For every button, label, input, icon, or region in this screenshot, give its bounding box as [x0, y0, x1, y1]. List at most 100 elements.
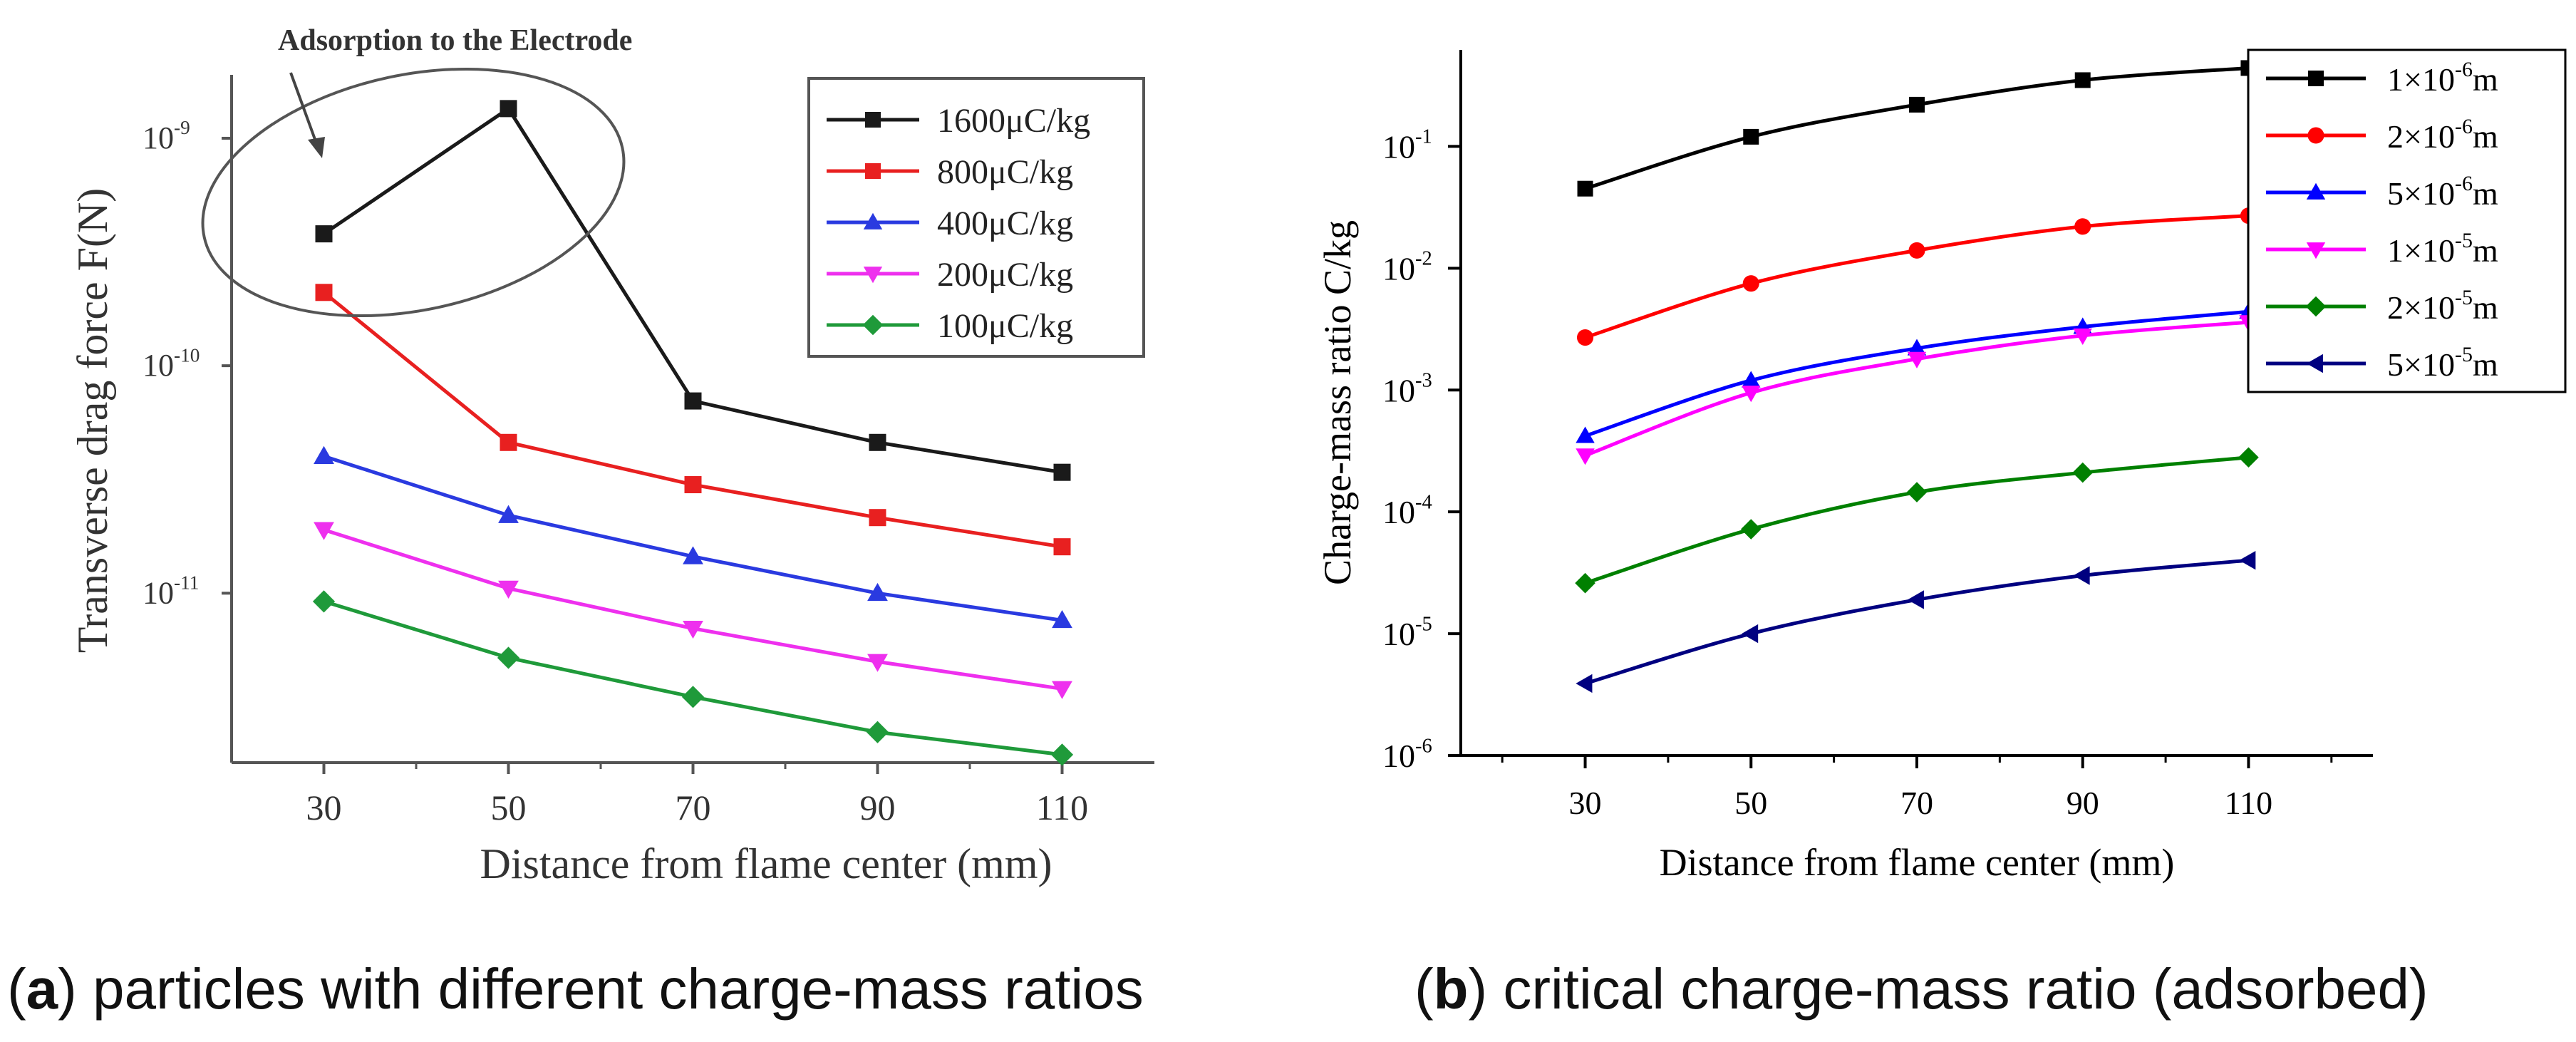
chart-b-ytick-label: 10-2: [1382, 248, 1432, 287]
chart-a-point-0: [500, 100, 517, 118]
chart-a-xtick-label: 50: [491, 788, 527, 827]
chart-b-point-0: [1909, 96, 1925, 113]
chart-b-legend-label: 2×10-5m: [2387, 286, 2498, 326]
chart-b-point-2: [1907, 339, 1927, 356]
chart-b-point-0: [1577, 180, 1593, 197]
chart-a-point-4: [1050, 743, 1074, 766]
chart-a-point-1: [315, 284, 333, 301]
chart-b-xtick-label: 90: [2067, 785, 2099, 821]
chart-a-annotation-arrowhead: [308, 137, 325, 158]
chart-b-legend-label: 1×10-5m: [2387, 229, 2498, 269]
chart-a-legend-label: 100μC/kg: [937, 307, 1073, 345]
chart-b-point-3: [1576, 448, 1595, 465]
chart-a-annotation: Adsorption to the Electrode: [278, 24, 632, 57]
chart-b-legend-label: 5×10-5m: [2387, 343, 2498, 383]
chart-b-series-line-0: [1584, 66, 2249, 191]
chart-a-legend-label: 400μC/kg: [937, 205, 1073, 242]
chart-b-point-4: [2238, 447, 2259, 468]
chart-b-point-0: [1743, 128, 1759, 145]
chart-a-highlight-ellipse: [201, 67, 626, 318]
chart-a-point-3: [683, 620, 703, 639]
chart-b-legend: [2247, 48, 2567, 393]
chart-b-xtick-label: 50: [1734, 785, 1767, 821]
chart-a: 30 50 70 90 110 10-9 10-10 10-11 Adsorption to …: [7, 24, 1154, 1021]
chart-b-legend-marker: [2306, 242, 2326, 259]
chart-a-point-3: [867, 654, 888, 672]
caption-b-text: ) critical charge-mass ratio (adsorbed): [1469, 957, 2428, 1021]
chart-b-point-2: [1576, 426, 1595, 443]
chart-a-series-group: [312, 100, 1074, 766]
chart-a-point-2: [683, 546, 703, 564]
chart-b-ytick-label: 10-4: [1382, 491, 1432, 530]
chart-a-point-3: [1052, 681, 1072, 699]
chart-b-point-2: [1742, 371, 1761, 388]
chart-a-point-1: [500, 433, 517, 451]
chart-a-ytick-label: 10-10: [143, 344, 200, 383]
chart-a-point-4: [312, 590, 336, 613]
chart-a-xlabel: Distance from flame center (mm): [480, 840, 1052, 887]
chart-b-legend-marker: [2306, 182, 2326, 200]
chart-b: 30 50 70 90 110 10-1 10-2 10-3 10-4 10-5 10-6 Dist…: [1316, 48, 2567, 1021]
caption-a: (a) particles with different charge-mass…: [7, 957, 1144, 1021]
chart-b-point-5: [1907, 590, 1924, 609]
chart-b-ytick-label: 10-6: [1382, 735, 1432, 774]
chart-b-point-4: [2072, 462, 2094, 483]
chart-b-series-line-5: [1584, 558, 2249, 686]
chart-a-point-0: [869, 433, 886, 451]
chart-a-legend-marker: [863, 212, 883, 229]
chart-b-legend-label: 2×10-6m: [2387, 115, 2498, 155]
chart-b-ylabel: Charge-mass ratio C/kg: [1316, 220, 1359, 585]
chart-b-point-0: [2074, 72, 2091, 88]
chart-a-point-2: [314, 445, 334, 464]
chart-b-point-4: [1906, 482, 1928, 502]
chart-a-point-3: [314, 522, 334, 540]
chart-b-point-5: [1742, 624, 1759, 644]
caption-a-letter: a: [26, 957, 58, 1021]
chart-a-legend-label: 200μC/kg: [937, 256, 1073, 294]
caption-b: (b) critical charge-mass ratio (adsorbed…: [1414, 957, 2428, 1021]
chart-b-legend-label: 1×10-6m: [2387, 58, 2498, 98]
chart-b-ytick-label: 10-1: [1382, 126, 1432, 165]
chart-b-point-1: [1742, 275, 1759, 292]
chart-a-xtick-label: 70: [676, 788, 711, 827]
chart-a-legend-label: 1600μC/kg: [937, 102, 1090, 140]
chart-a-ylabel: Transverse drag force F(N): [69, 188, 116, 654]
chart-b-point-4: [1740, 519, 1762, 540]
chart-b-ticks: 30 50 70 90 110 10-1 10-2 10-3 10-4 10-5 10-6: [1382, 126, 2333, 821]
caption-a-open: (: [7, 957, 26, 1021]
chart-b-point-3: [1907, 351, 1927, 368]
chart-a-ytick-label: 10-11: [143, 572, 199, 611]
chart-a-point-4: [681, 686, 705, 708]
chart-a-point-1: [684, 476, 702, 494]
chart-a-ytick-label: 10-9: [143, 117, 190, 155]
chart-b-point-1: [1576, 329, 1594, 346]
chart-b-point-4: [1575, 572, 1595, 594]
chart-b-xtick-label: 110: [2225, 785, 2272, 821]
chart-b-point-3: [1742, 386, 1761, 403]
chart-a-point-1: [869, 509, 886, 527]
chart-a-point-2: [867, 582, 888, 602]
chart-a-point-2: [498, 505, 519, 523]
chart-b-xlabel: Distance from flame center (mm): [1660, 841, 2175, 884]
chart-a-ticks: 30 50 70 90 110 10-9 10-10 10-11: [143, 117, 1088, 827]
chart-a-point-0: [1053, 463, 1071, 481]
chart-a-point-2: [1052, 609, 1072, 629]
chart-a-point-4: [497, 646, 520, 669]
caption-b-letter: b: [1434, 957, 1469, 1021]
chart-a-legend-label: 800μC/kg: [937, 153, 1073, 191]
chart-b-ytick-label: 10-3: [1382, 370, 1432, 409]
chart-b-xtick-label: 70: [1900, 785, 1933, 821]
chart-a-point-4: [866, 721, 889, 743]
chart-a-legend-entries: 1600μC/kg 800μC/kg 400μC/kg 200μC/kg 100μC/k…: [827, 102, 1090, 345]
chart-a-point-0: [684, 392, 702, 410]
chart-a-point-0: [315, 225, 333, 243]
chart-b-xtick-label: 30: [1569, 785, 1602, 821]
chart-b-series-line-4: [1584, 455, 2249, 585]
chart-a-legend-marker: [865, 163, 881, 179]
chart-b-legend-label: 5×10-6m: [2387, 172, 2498, 212]
chart-b-legend-marker: [2306, 354, 2323, 373]
chart-b-ytick-label: 10-5: [1382, 613, 1432, 652]
caption-b-open: (: [1414, 957, 1434, 1021]
chart-a-xtick-label: 30: [306, 788, 342, 827]
